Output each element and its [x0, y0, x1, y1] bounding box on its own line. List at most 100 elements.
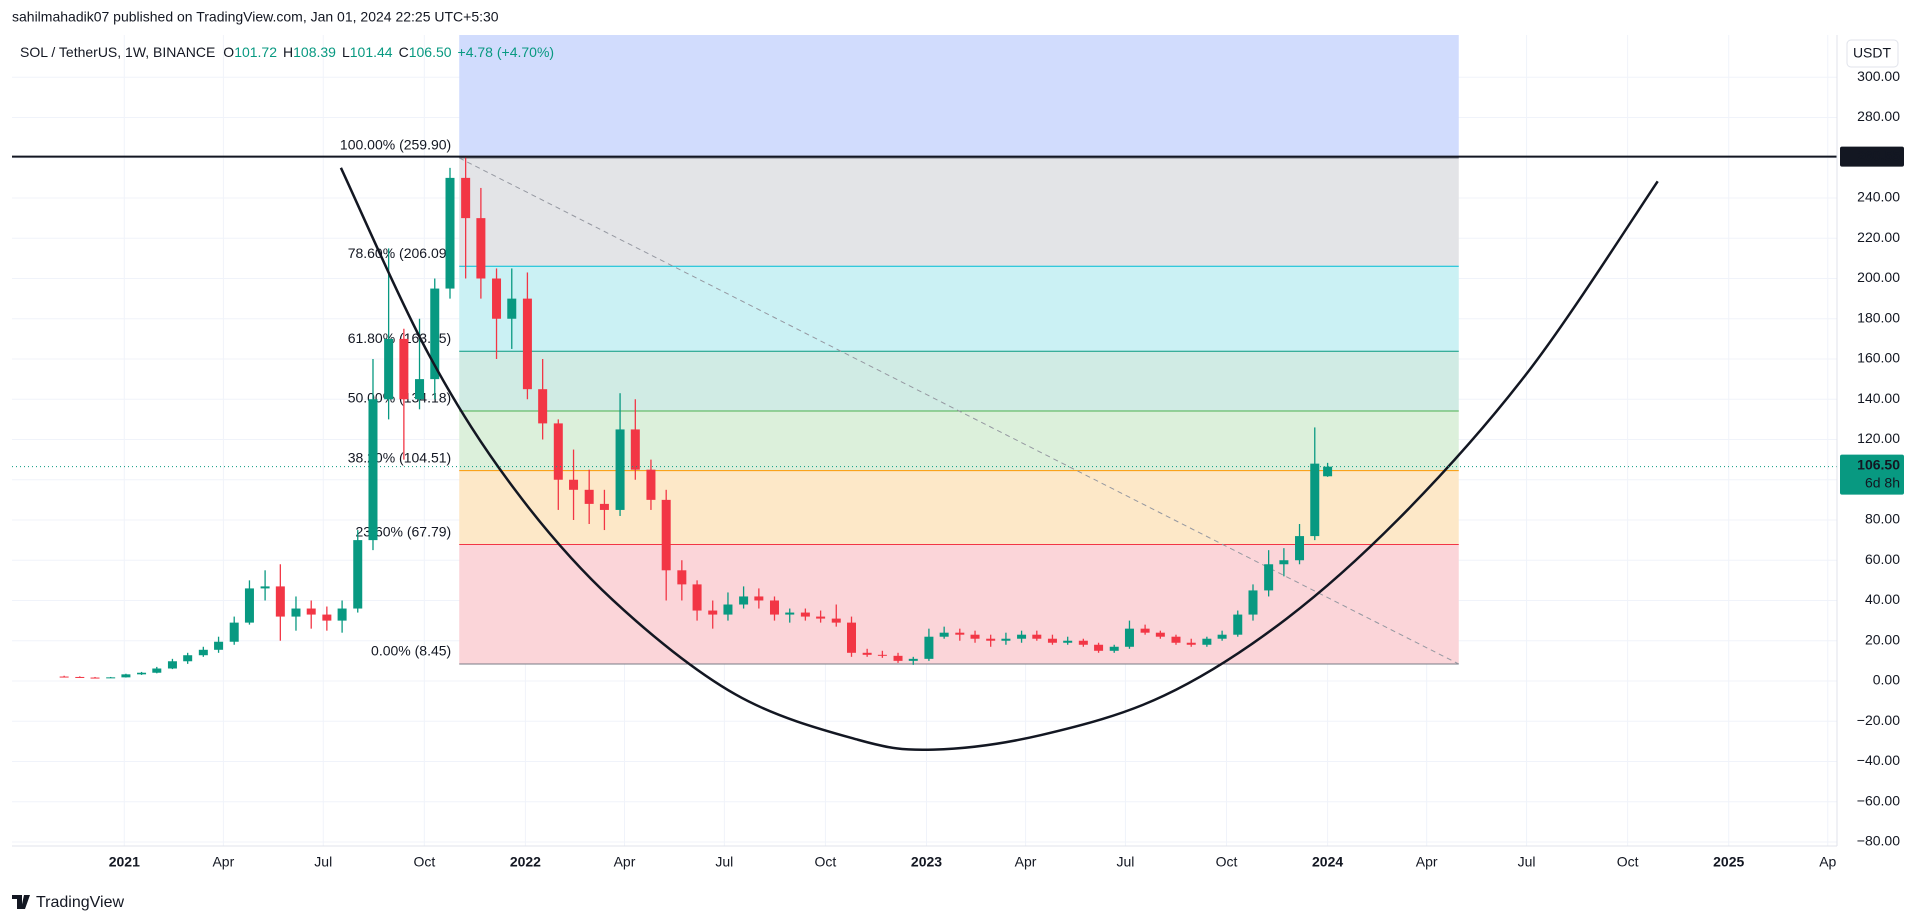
x-tick-label: Ap	[1819, 854, 1836, 870]
price-label: 106.50	[1857, 456, 1900, 472]
candle-body	[1171, 636, 1181, 643]
candle-body	[1078, 640, 1088, 645]
y-tick-label: −40.00	[1857, 752, 1900, 768]
hline-label: 260.55	[1857, 147, 1900, 163]
x-tick-label: Oct	[413, 854, 435, 870]
candle-body	[1310, 463, 1320, 537]
candle-body	[955, 632, 965, 635]
candle-body	[1233, 614, 1243, 635]
candle-body	[198, 649, 208, 656]
legend: SOL / TetherUS, 1W, BINANCE O101.72 H108.3…	[20, 44, 554, 60]
candle-body	[924, 636, 934, 659]
y-tick-label: 160.00	[1857, 350, 1900, 366]
x-tick-label: Jul	[715, 854, 733, 870]
candle-body	[260, 586, 270, 589]
y-tick-label: 0.00	[1873, 672, 1900, 688]
x-tick-label: Oct	[815, 854, 837, 870]
candle-body	[121, 674, 131, 678]
candle-body	[800, 612, 810, 617]
y-tick-label: 200.00	[1857, 269, 1900, 285]
x-tick-label: Apr	[614, 854, 636, 870]
candle-body	[1001, 638, 1011, 641]
logo: TradingView	[12, 894, 124, 911]
y-tick-label: 180.00	[1857, 309, 1900, 325]
candle-body	[1279, 560, 1289, 565]
hline-label-box	[1840, 146, 1904, 167]
y-tick-label: 220.00	[1857, 229, 1900, 245]
y-tick-label: 60.00	[1865, 551, 1900, 567]
candle-body	[1032, 634, 1042, 639]
candle-body	[615, 429, 625, 510]
candle-body	[415, 379, 425, 400]
currency[interactable]: USDT	[1853, 45, 1892, 61]
candle-body	[106, 677, 116, 679]
candle-body	[353, 540, 363, 609]
x-tick-label: 2021	[109, 854, 140, 870]
candle-body	[306, 608, 316, 615]
fib-band	[459, 351, 1459, 411]
candle-body	[769, 600, 779, 615]
fib-band	[459, 544, 1459, 664]
legend-key: C	[399, 44, 409, 60]
candle-body	[337, 608, 347, 621]
logo-icon	[12, 895, 30, 909]
candle-body	[739, 596, 749, 605]
candle-body	[831, 618, 841, 623]
y-tick-label: 140.00	[1857, 390, 1900, 406]
candle-body	[877, 654, 887, 656]
fib-label: 23.60% (67.79)	[355, 523, 451, 539]
footer: TradingView	[36, 894, 124, 911]
x-tick-label: Jul	[314, 854, 332, 870]
x-tick-label: 2024	[1312, 854, 1343, 870]
legend-key: O	[223, 44, 234, 60]
candle-body	[244, 588, 254, 623]
curve-drawing	[339, 167, 1659, 752]
candle-body	[816, 616, 826, 619]
legend-value: 101.44	[350, 44, 393, 60]
candle-body	[986, 638, 996, 641]
candle-body	[754, 596, 764, 601]
candle-body	[183, 655, 193, 662]
legend-value: 101.72	[234, 44, 277, 60]
header: sahilmahadik07 published on TradingView.…	[12, 9, 499, 25]
candle-body	[1186, 642, 1196, 645]
candle-body	[229, 622, 239, 642]
candle-body	[1109, 646, 1119, 651]
y-tick-label: 240.00	[1857, 189, 1900, 205]
candle-body	[785, 612, 795, 615]
x-tick-label: Oct	[1216, 854, 1238, 870]
fib-trend	[458, 157, 1459, 665]
fib-label: 78.60% (206.09)	[348, 245, 452, 261]
candle-body	[692, 584, 702, 611]
countdown: 6d 8h	[1865, 474, 1900, 490]
candle-body	[214, 641, 224, 650]
candle-body	[1323, 466, 1333, 477]
candle-body	[476, 218, 486, 279]
candle-body	[646, 469, 656, 500]
fib-band	[459, 157, 1459, 267]
y-tick-label: −60.00	[1857, 792, 1900, 808]
candle-body	[399, 338, 409, 400]
candle-body	[291, 608, 301, 617]
candle-body	[1063, 640, 1073, 643]
candle-body	[847, 622, 856, 653]
candle-body	[59, 676, 69, 678]
legend-change: +4.78 (+4.70%)	[458, 44, 555, 60]
y-tick-label: 20.00	[1865, 631, 1900, 647]
candle-body	[461, 177, 471, 219]
currency-button[interactable]	[1846, 39, 1899, 68]
candle-body	[538, 389, 548, 424]
candle-body	[1017, 634, 1027, 639]
candle-body	[939, 632, 949, 637]
candle-body	[553, 423, 563, 480]
candle-body	[522, 298, 532, 390]
candle-body	[723, 604, 733, 615]
candle-body	[970, 634, 980, 639]
y-tick-label: 300.00	[1857, 68, 1900, 84]
x-tick-label: 2022	[510, 854, 541, 870]
candle-body	[368, 399, 378, 541]
x-tick-label: Apr	[1015, 854, 1037, 870]
x-tick-label: Jul	[1116, 854, 1134, 870]
candle-body	[584, 489, 594, 504]
